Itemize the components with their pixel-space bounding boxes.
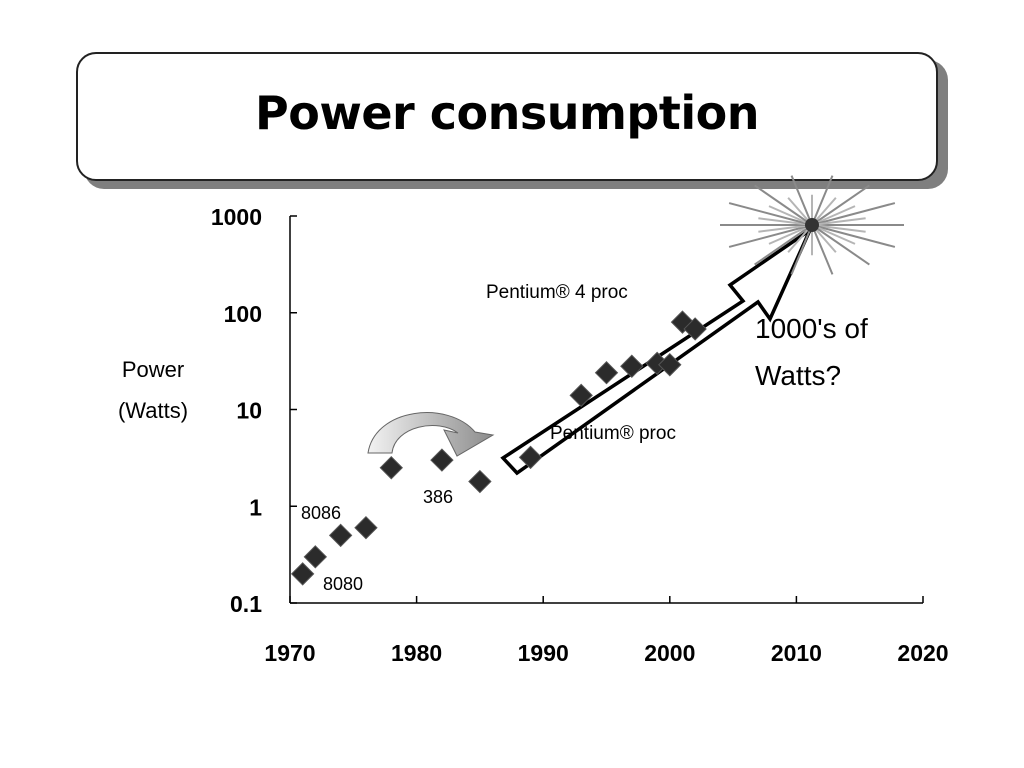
label-pentium: Pentium® proc xyxy=(550,423,676,444)
starburst-ray xyxy=(790,175,813,226)
data-point xyxy=(354,516,378,540)
data-point xyxy=(430,448,454,472)
callout-line2: Watts? xyxy=(755,360,841,391)
label-8080: 8080 xyxy=(323,574,363,594)
starburst-ray xyxy=(768,224,813,245)
x-tick-label: 2010 xyxy=(771,640,822,666)
label-pentium4: Pentium® 4 proc xyxy=(486,282,628,303)
starburst-ray xyxy=(811,184,870,226)
y-tick-label: 10 xyxy=(236,398,262,424)
starburst-ray xyxy=(811,224,834,275)
x-tick-label: 1990 xyxy=(518,640,569,666)
x-tick-label: 1980 xyxy=(391,640,442,666)
data-point xyxy=(658,353,682,377)
data-points xyxy=(290,310,707,586)
y-axis-label-line1: Power xyxy=(122,357,184,382)
starburst-ray xyxy=(768,205,813,226)
label-386: 386 xyxy=(423,487,453,507)
starburst-ray xyxy=(728,202,813,226)
starburst-icon xyxy=(720,175,904,275)
starburst-ray xyxy=(728,224,813,248)
slide-title: Power consumption xyxy=(255,85,759,140)
starburst-ray xyxy=(754,184,813,226)
data-point xyxy=(594,361,619,385)
x-tick-label: 2000 xyxy=(644,640,695,666)
starburst-ray xyxy=(811,175,834,226)
starburst-ray xyxy=(758,224,813,233)
y-ticks: 0.1 1 10 100 1000 xyxy=(211,204,297,617)
starburst-ray xyxy=(811,224,856,245)
starburst-ray xyxy=(758,217,813,226)
data-point xyxy=(620,354,644,378)
starburst-ray xyxy=(790,224,813,275)
starburst-ray xyxy=(811,224,866,233)
data-point xyxy=(328,523,353,548)
starburst-ray xyxy=(811,217,866,226)
starburst-ray xyxy=(811,224,896,248)
starburst-ray xyxy=(811,224,870,266)
y-tick-label: 1000 xyxy=(211,204,262,230)
starburst-ray xyxy=(811,202,896,226)
data-point xyxy=(303,545,328,569)
callout-line1: 1000's of xyxy=(755,313,868,344)
x-ticks: 1970 1980 1990 2000 2010 2020 xyxy=(264,596,949,666)
data-point xyxy=(290,562,315,586)
y-tick-label: 1 xyxy=(249,494,262,520)
starburst-ray xyxy=(811,205,856,226)
starburst-core xyxy=(805,218,819,232)
y-tick-label: 0.1 xyxy=(230,591,262,617)
x-tick-label: 1970 xyxy=(264,640,315,666)
x-tick-label: 2020 xyxy=(897,640,948,666)
data-point xyxy=(683,317,707,341)
title-box: Power consumption xyxy=(76,52,938,181)
y-axis-label-line2: (Watts) xyxy=(118,398,188,423)
trend-arrow xyxy=(500,225,815,476)
label-8086: 8086 xyxy=(301,503,341,523)
y-tick-label: 100 xyxy=(224,301,262,327)
data-point xyxy=(379,456,403,480)
data-point xyxy=(518,445,543,470)
data-point xyxy=(569,383,593,408)
curved-arrow-icon xyxy=(367,412,495,457)
data-point xyxy=(468,469,492,494)
starburst-ray xyxy=(754,224,813,266)
